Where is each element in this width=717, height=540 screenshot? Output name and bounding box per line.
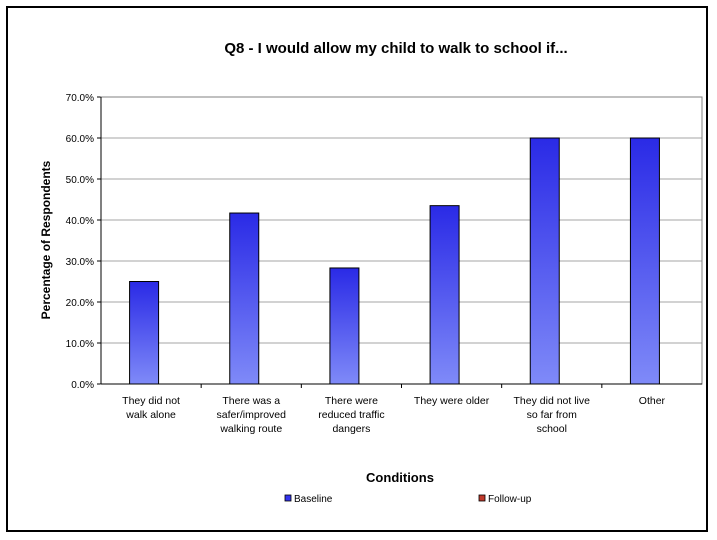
y-tick-label: 70.0% xyxy=(66,93,94,104)
bar-baseline xyxy=(229,212,260,385)
x-tick-label: reduced traffic xyxy=(318,409,384,421)
x-tick-label: so far from xyxy=(527,409,577,421)
y-axis-label: Percentage of Respondents xyxy=(39,160,53,319)
plot-area xyxy=(101,97,702,384)
y-tick-label: 0.0% xyxy=(71,380,94,391)
x-tick-label: There were xyxy=(325,395,378,407)
x-tick-label: safer/improved xyxy=(217,409,287,421)
y-tick-label: 60.0% xyxy=(66,134,94,145)
x-tick-label: school xyxy=(537,423,567,435)
bar-baseline xyxy=(129,281,160,385)
legend-label: Follow-up xyxy=(488,494,532,505)
x-tick-label: walk alone xyxy=(125,409,176,421)
legend-swatch xyxy=(478,494,486,502)
x-tick-label: Other xyxy=(639,395,666,407)
bar-baseline xyxy=(329,267,360,385)
y-tick-label: 40.0% xyxy=(66,216,94,227)
bar-baseline xyxy=(529,137,560,385)
legend-swatch xyxy=(284,494,292,502)
x-tick-label: There was a xyxy=(222,395,280,407)
y-tick-label: 30.0% xyxy=(66,257,94,268)
x-tick-label: walking route xyxy=(219,423,282,435)
x-axis-label: Conditions xyxy=(366,470,434,485)
legend: Baseline Follow-up xyxy=(284,494,532,505)
x-tick-label: They did not xyxy=(122,395,180,407)
y-tick-label: 10.0% xyxy=(66,339,94,350)
bar-baseline xyxy=(629,137,660,385)
x-tick-label: They did not live xyxy=(514,395,591,407)
y-tick-label: 20.0% xyxy=(66,298,94,309)
bar-baseline xyxy=(429,205,460,385)
x-tick-label: dangers xyxy=(332,423,370,435)
y-tick-label: 50.0% xyxy=(66,175,94,186)
chart-title: Q8 - I would allow my child to walk to s… xyxy=(224,40,567,57)
legend-label: Baseline xyxy=(294,494,333,505)
x-tick-label: They were older xyxy=(414,395,490,407)
